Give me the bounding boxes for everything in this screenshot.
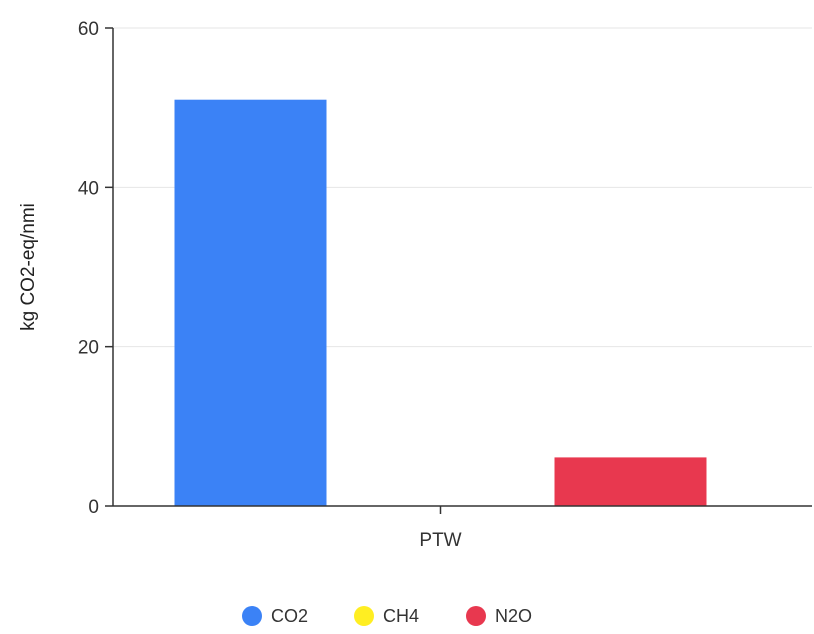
- legend-swatch: [242, 606, 262, 626]
- legend-label: CO2: [271, 606, 308, 626]
- y-tick-label: 40: [78, 178, 99, 199]
- bars: [174, 99, 707, 506]
- y-ticks: 0 20 40 60: [78, 19, 113, 518]
- y-tick-label: 0: [88, 497, 99, 518]
- y-axis-title: kg CO2-eq/nmi: [18, 203, 39, 331]
- y-tick-label: 20: [78, 338, 99, 359]
- legend: CO2 CH4 N2O: [242, 606, 532, 626]
- bar-co2: [174, 99, 327, 506]
- legend-item-n2o: N2O: [466, 606, 532, 626]
- bar-n2o: [554, 457, 707, 506]
- x-ticks: PTW: [419, 506, 462, 551]
- y-tick-label: 60: [78, 19, 99, 40]
- legend-item-ch4: CH4: [354, 606, 419, 626]
- legend-swatch: [466, 606, 486, 626]
- x-tick-label: PTW: [419, 530, 461, 551]
- legend-label: N2O: [495, 606, 532, 626]
- legend-item-co2: CO2: [242, 606, 308, 626]
- legend-swatch: [354, 606, 374, 626]
- legend-label: CH4: [383, 606, 419, 626]
